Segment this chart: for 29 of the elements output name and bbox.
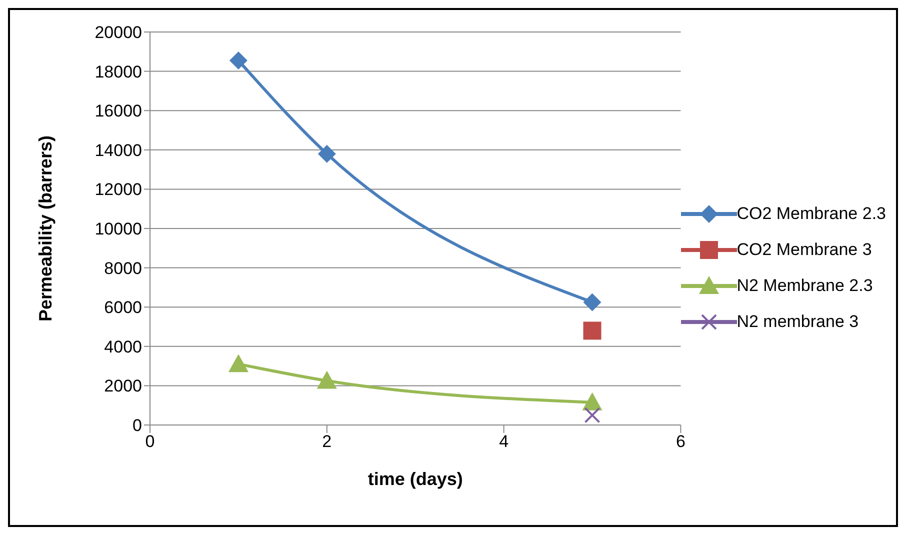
- point: [229, 51, 248, 70]
- x-tick-label: 2: [322, 432, 332, 452]
- y-tick-label: 2000: [104, 376, 142, 396]
- x-tick-label: 6: [676, 432, 686, 452]
- legend-label: CO2 Membrane 3: [736, 240, 872, 260]
- y-axis-title: Permeability (barrers): [35, 135, 56, 322]
- point: [318, 144, 336, 163]
- point: [583, 322, 602, 340]
- point: [228, 354, 248, 372]
- legend-label: CO2 Membrane 2.3: [736, 204, 886, 224]
- x-tick-label: 0: [145, 432, 155, 452]
- x-axis-title: time (days): [368, 469, 463, 489]
- x-tick-label: 4: [499, 432, 509, 452]
- y-tick-label: 4000: [104, 337, 142, 356]
- y-tick-label: 16000: [94, 102, 142, 121]
- y-tick-label: 18000: [94, 62, 142, 82]
- legend-label: N2 membrane 3: [736, 312, 859, 332]
- point: [316, 370, 337, 389]
- y-tick-label: 0: [132, 416, 142, 436]
- point: [583, 293, 602, 312]
- y-tick-label: 6000: [104, 298, 142, 318]
- y-tick-label: 10000: [94, 220, 142, 239]
- y-tick-label: 20000: [94, 23, 142, 42]
- y-tick-label: 14000: [94, 140, 142, 160]
- y-tick-label: 12000: [94, 180, 142, 200]
- point: [584, 407, 600, 424]
- point: [582, 392, 602, 410]
- y-tick-label: 8000: [104, 258, 142, 278]
- legend-label: N2 Membrane 2.3: [736, 276, 873, 296]
